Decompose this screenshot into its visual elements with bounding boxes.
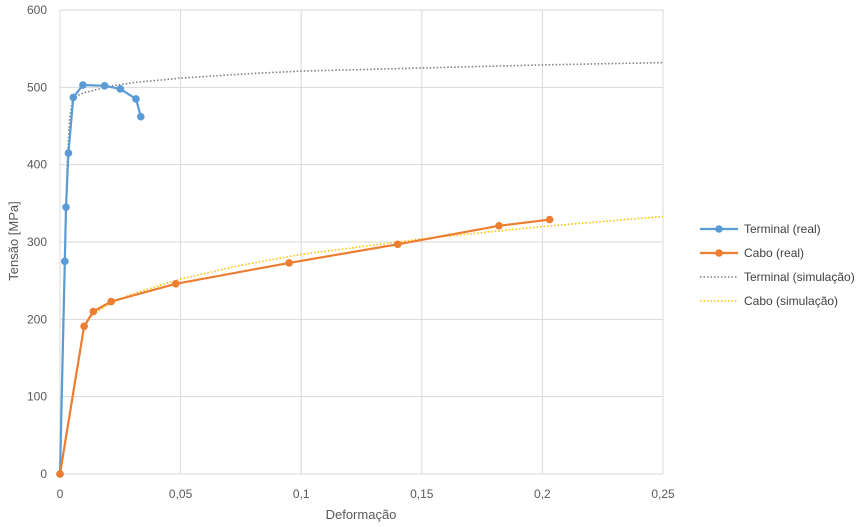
y-tick-label: 600 [27, 3, 47, 17]
y-tick-label: 100 [27, 390, 47, 404]
data-point-terminal-real [79, 81, 87, 89]
data-point-terminal-real [64, 149, 73, 157]
y-tick-label: 300 [27, 235, 47, 249]
legend[interactable]: Terminal (real) Cabo (real) Terminal (simu… [700, 222, 855, 308]
y-tick-label: 0 [40, 467, 47, 481]
series-line-cabo-simula-o [59, 215, 664, 475]
data-point-cabo-real [107, 297, 115, 306]
y-tick-label: 200 [27, 312, 47, 326]
data-point-cabo-real [495, 221, 503, 230]
x-tick-label: 0,1 [293, 487, 310, 501]
legend-entry-terminal-real[interactable]: Terminal (real) [700, 222, 821, 236]
data-point-cabo-real [80, 322, 88, 331]
x-axis-title: Deformação [326, 507, 397, 522]
legend-label: Terminal (real) [744, 222, 821, 236]
legend-marker [715, 225, 723, 233]
data-point-cabo-real [89, 307, 98, 316]
data-point-cabo-real [171, 279, 180, 288]
data-point-cabo-real [285, 259, 293, 267]
data-point-terminal-real [62, 203, 70, 211]
x-tick-label: 0,25 [651, 487, 675, 501]
data-point-cabo-real [545, 215, 554, 224]
legend-entry-terminal-simula-o[interactable]: Terminal (simulação) [700, 270, 855, 284]
data-point-terminal-real [61, 257, 69, 266]
legend-entry-cabo-simula-o[interactable]: Cabo (simulação) [700, 294, 838, 308]
legend-label: Cabo (simulação) [744, 294, 838, 308]
x-tick-label: 0 [57, 487, 64, 501]
series-line-terminal-simula-o [59, 61, 664, 475]
series-group [56, 61, 664, 478]
legend-marker [715, 249, 723, 257]
legend-label: Terminal (simulação) [744, 270, 855, 284]
x-tick-label: 0,15 [410, 487, 434, 501]
y-axis-title: Tensão [MPa] [6, 201, 21, 281]
data-point-terminal-real [69, 93, 78, 102]
x-tick-label: 0,05 [169, 487, 193, 501]
x-tick-label: 0,2 [534, 487, 551, 501]
y-tick-label: 500 [27, 80, 47, 94]
data-point-cabo-real [56, 470, 64, 478]
x-axis-ticks: 0 0,05 0,1 0,15 0,2 0,25 [57, 487, 675, 501]
series-line-terminal-real [58, 83, 142, 476]
data-point-terminal-real [132, 95, 140, 103]
y-tick-label: 400 [27, 158, 47, 172]
data-point-cabo-real [393, 240, 402, 249]
legend-entry-cabo-real[interactable]: Cabo (real) [700, 246, 804, 260]
gridlines [59, 9, 664, 475]
y-axis-ticks: 0 100 200 300 400 500 600 [27, 3, 47, 481]
series-line-cabo-real [58, 218, 551, 476]
data-point-terminal-real [100, 81, 109, 90]
data-point-terminal-real [137, 112, 145, 121]
legend-label: Cabo (real) [744, 246, 804, 260]
data-point-terminal-real [116, 85, 125, 93]
